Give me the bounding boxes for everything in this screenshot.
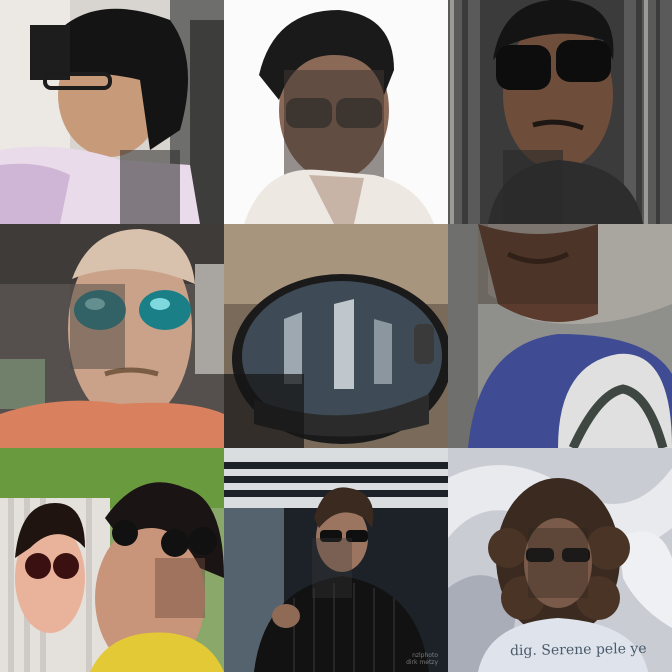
photo-sunglasses-reflection [224, 224, 448, 448]
photo-tile-1 [0, 0, 224, 224]
photo-tile-8: nzlphoto dirk metzy [224, 448, 448, 672]
photo-tile-2 [224, 0, 448, 224]
watermark-line-1: nzlphoto [412, 652, 438, 659]
photo-tile-3 [448, 0, 672, 224]
photo-man-mirrored-sunglasses [0, 224, 224, 448]
photo-tile-7 [0, 448, 224, 672]
photo-man-driving [0, 0, 224, 224]
photo-three-women [0, 448, 224, 672]
photo-tile-9: dig. Serene pele ye [448, 448, 672, 672]
photo-tile-5 [224, 224, 448, 448]
photo-man-pointing [224, 448, 448, 672]
shirt-print-text: dig. Serene pele ye [509, 640, 647, 660]
photo-man-wooden-fence [448, 0, 672, 224]
photo-tile-4 [0, 224, 224, 448]
photo-tile-6 [448, 224, 672, 448]
photo-man-white-background [224, 0, 448, 224]
photo-man-tilted-closeup [448, 224, 672, 448]
photo-curly-haired-person [448, 448, 672, 672]
photo-watermark: nzlphoto dirk metzy [406, 652, 438, 666]
watermark-line-2: dirk metzy [406, 659, 438, 666]
